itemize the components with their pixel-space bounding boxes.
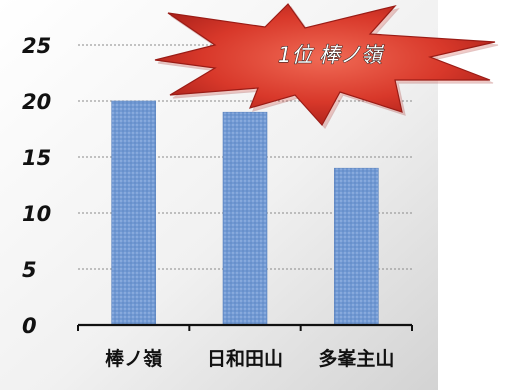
starburst-shape — [154, 3, 496, 127]
annotation-text: 1位 棒ノ嶺 — [278, 43, 385, 67]
bar — [222, 111, 268, 326]
y-tick-labels: 0 5 10 15 20 25 — [22, 34, 51, 338]
bars — [111, 100, 379, 326]
x-tick-label: 日和田山 — [207, 347, 283, 370]
x-tick-labels: 棒ノ嶺 日和田山 多峯主山 — [105, 347, 394, 370]
x-tick-label: 多峯主山 — [318, 347, 394, 370]
rank-burst-annotation: 1位 棒ノ嶺 — [154, 3, 499, 130]
y-tick-label: 20 — [22, 90, 51, 114]
y-tick-label: 5 — [22, 258, 37, 282]
y-tick-label: 0 — [22, 314, 37, 338]
bar — [334, 167, 379, 326]
y-tick-label: 15 — [22, 146, 51, 170]
bar — [111, 100, 156, 326]
x-axis — [77, 323, 413, 331]
x-tick-label: 棒ノ嶺 — [105, 347, 162, 370]
y-tick-label: 25 — [22, 34, 51, 58]
y-tick-label: 10 — [22, 202, 51, 226]
